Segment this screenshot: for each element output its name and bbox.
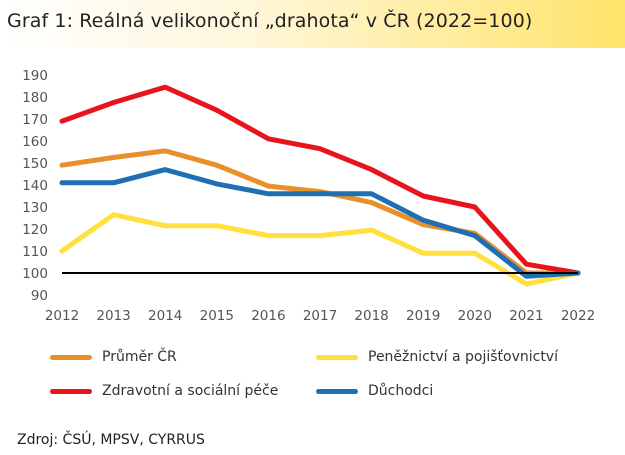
- x-axis: 2012 2013 2014 2015 2016 2017 2018 2019 2020 2021…: [45, 308, 595, 324]
- x-tick-label: 2016: [251, 308, 285, 324]
- legend-swatch: [50, 388, 92, 394]
- source-note: Zdroj: ČSÚ, MPSV, CYRRUS: [17, 432, 205, 448]
- legend-item-zdravotni: Zdravotní a sociální péče: [50, 383, 278, 399]
- legend-label: Zdravotní a sociální péče: [102, 383, 279, 399]
- legend-swatch: [316, 388, 358, 394]
- y-tick-label: 110: [22, 244, 48, 260]
- legend-item-duchodci: Důchodci: [316, 383, 433, 399]
- series-line-2: [59, 84, 581, 276]
- series-line-3: [59, 167, 581, 279]
- y-tick-label: 130: [22, 200, 48, 216]
- series-line-1: [59, 212, 581, 287]
- y-tick-label: 160: [22, 134, 48, 150]
- x-tick-label: 2012: [45, 308, 79, 324]
- y-tick-label: 140: [22, 178, 48, 194]
- x-tick-label: 2015: [200, 308, 234, 324]
- title-banner: [0, 0, 625, 48]
- legend-swatch: [316, 354, 358, 360]
- y-tick-label: 180: [22, 90, 48, 106]
- legend-label: Průměr ČR: [102, 349, 177, 365]
- y-tick-label: 170: [22, 112, 48, 128]
- y-tick-label: 120: [22, 222, 48, 238]
- legend-item-penezni: Peněžnictví a pojišťovnictví: [316, 349, 558, 365]
- y-axis: 90 100 110 120 130 140 150 160 170 180 190: [22, 68, 48, 304]
- x-tick-label: 2018: [354, 308, 388, 324]
- y-tick-label: 190: [22, 68, 48, 84]
- chart-title: Graf 1: Reálná velikonoční „drahota“ v Č…: [7, 10, 533, 32]
- x-tick-label: 2019: [406, 308, 440, 324]
- y-tick-label: 150: [22, 156, 48, 172]
- y-tick-label: 90: [31, 288, 48, 304]
- x-tick-label: 2021: [509, 308, 543, 324]
- legend-label: Peněžnictví a pojišťovnictví: [368, 349, 558, 365]
- legend-swatch: [50, 354, 92, 360]
- legend-label: Důchodci: [368, 383, 434, 399]
- x-tick-label: 2014: [148, 308, 182, 324]
- x-tick-label: 2017: [303, 308, 337, 324]
- x-tick-label: 2022: [561, 308, 595, 324]
- x-tick-label: 2013: [96, 308, 130, 324]
- x-tick-label: 2020: [458, 308, 492, 324]
- y-tick-label: 100: [22, 266, 48, 282]
- legend-item-prumer: Průměr ČR: [50, 349, 177, 365]
- series-lines: [59, 84, 581, 287]
